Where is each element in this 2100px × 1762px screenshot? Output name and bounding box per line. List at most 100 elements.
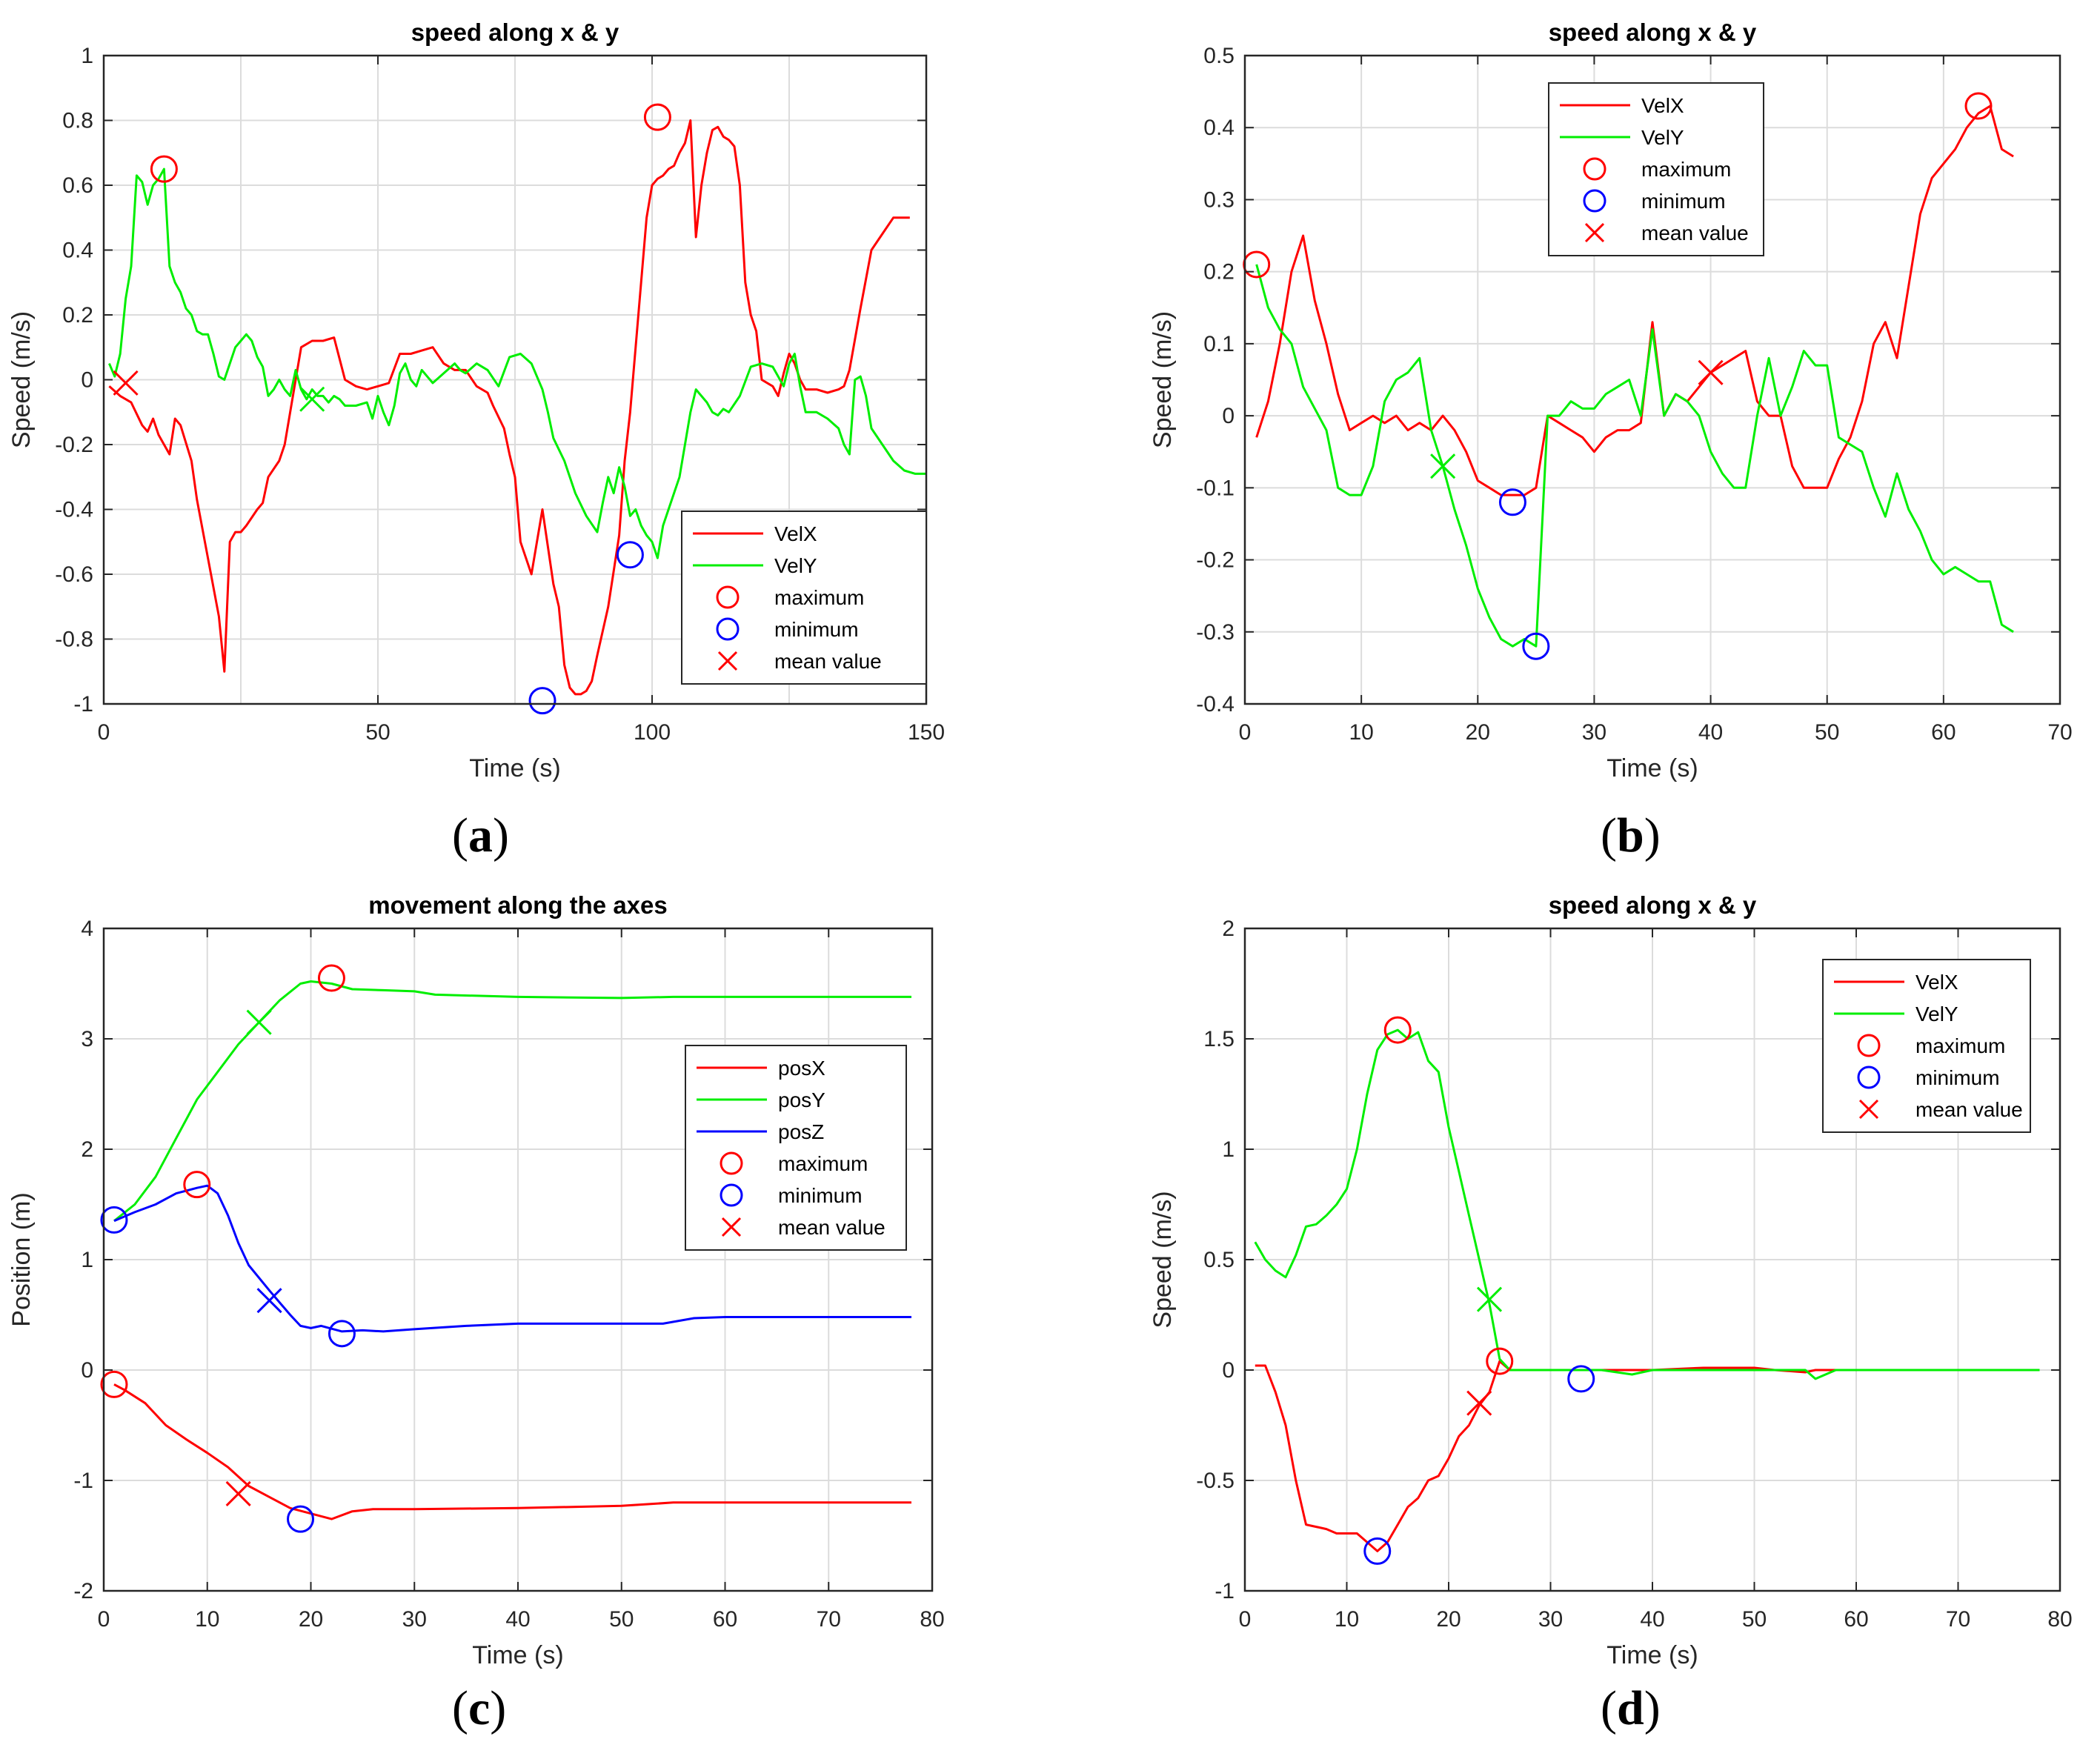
x-tick-label: 60 — [713, 1607, 737, 1632]
series-line-posy — [113, 980, 911, 1222]
legend-label: VelX — [774, 522, 817, 545]
y-axis-label: Speed (m/s) — [7, 311, 36, 448]
panel-label-b: (b) — [1601, 808, 1661, 862]
x-tick-label: 70 — [2047, 720, 2072, 745]
axes-box — [1243, 54, 2061, 705]
legend-label: VelY — [774, 554, 817, 577]
y-tick-label: 0.4 — [62, 239, 93, 263]
y-tick-label: -1 — [73, 1469, 93, 1493]
chart-a: 0 50 100 150 -1 -0.8 -0.6 -0.4 -0.2 0 0.2 0.4 0.6 0.8… — [7, 19, 945, 782]
x-tick-label: 50 — [365, 720, 390, 745]
mean-value-marker-stroke2 — [299, 386, 325, 412]
legend-mean-symbol-stroke2 — [1858, 1099, 1879, 1120]
minimum-marker — [1498, 488, 1526, 516]
x-tick-label: 20 — [1466, 720, 1490, 745]
x-tick-label: 80 — [920, 1607, 944, 1632]
chart-title: speed along x & y — [1549, 891, 1757, 919]
y-tick-label: 0.3 — [1203, 187, 1235, 212]
x-tick-label: 0 — [1239, 720, 1252, 745]
y-tick-label: -0.4 — [55, 498, 93, 522]
minimum-marker — [528, 687, 556, 715]
y-axis-label: Position (m) — [7, 1192, 36, 1326]
chart-c: 0 10 20 30 40 50 60 70 80 -2 -1 0 1 2 3 4 movement along… — [7, 891, 945, 1669]
y-tick-label: 3 — [81, 1027, 93, 1051]
series-line-vely — [1255, 264, 2014, 648]
legend-mean-symbol-stroke2 — [1584, 222, 1605, 243]
x-tick-label: 60 — [1931, 720, 1956, 745]
y-tick-label: 0 — [81, 1358, 93, 1383]
y-tick-label: 0.8 — [62, 109, 93, 133]
legend-maximum-symbol — [716, 585, 740, 609]
x-tick-label: 30 — [402, 1607, 427, 1632]
x-tick-label: 20 — [299, 1607, 323, 1632]
mean-value-marker-stroke2 — [1430, 453, 1456, 479]
y-tick-label: -0.5 — [1196, 1469, 1235, 1493]
legend-label: posX — [778, 1057, 825, 1080]
y-tick-label: -0.3 — [1196, 620, 1235, 645]
y-tick-label: 4 — [81, 917, 93, 941]
maximum-marker — [1383, 1016, 1412, 1044]
legend-label: minimum — [778, 1184, 863, 1207]
x-tick-label: 50 — [1742, 1607, 1767, 1632]
y-tick-label: -0.6 — [55, 562, 93, 587]
legend-minimum-symbol — [720, 1183, 743, 1207]
x-axis-label: Time (s) — [1606, 1641, 1698, 1669]
x-tick-label: 60 — [1844, 1607, 1868, 1632]
chart-title: speed along x & y — [411, 19, 619, 46]
mean-value-marker-stroke2 — [256, 1288, 282, 1314]
y-tick-label: -2 — [73, 1579, 93, 1603]
y-tick-label: -0.8 — [55, 628, 93, 652]
x-tick-label: 0 — [1239, 1607, 1252, 1632]
legend-label: maximum — [778, 1152, 868, 1175]
minimum-marker — [1522, 632, 1550, 660]
minimum-marker — [287, 1505, 315, 1533]
y-tick-label: 0.2 — [62, 303, 93, 328]
mean-value-marker-stroke2 — [1466, 1390, 1492, 1416]
legend-label: maximum — [1641, 158, 1731, 181]
chart-title: movement along the axes — [368, 891, 667, 919]
legend-mean-symbol-stroke2 — [717, 651, 738, 671]
y-tick-label: 1.5 — [1203, 1027, 1235, 1051]
legend-label: VelX — [1641, 94, 1684, 117]
x-tick-label: 30 — [1582, 720, 1606, 745]
series-line-vely — [108, 167, 926, 559]
legend-maximum-symbol — [720, 1151, 743, 1175]
series-line-velx — [1255, 104, 2014, 496]
x-tick-label: 10 — [1349, 720, 1373, 745]
y-axis-label: Speed (m/s) — [1149, 311, 1177, 448]
chart-d: 0 10 20 30 40 50 60 70 80 -1 -0.5 0 0.5 1 1.5 2 speed al… — [1149, 891, 2073, 1669]
y-tick-label: 0.5 — [1203, 1248, 1235, 1272]
maximum-marker — [1964, 92, 1993, 120]
maximum-marker — [183, 1171, 211, 1199]
legend-label: posZ — [778, 1120, 824, 1143]
y-axis-label: Speed (m/s) — [1149, 1191, 1177, 1328]
y-tick-label: 0.1 — [1203, 332, 1235, 356]
legend-label: mean value — [774, 650, 882, 673]
mean-value-marker-stroke2 — [1476, 1286, 1503, 1312]
legend-label: mean value — [1915, 1098, 2023, 1121]
x-axis-label: Time (s) — [1606, 754, 1698, 782]
minimum-marker — [328, 1320, 356, 1348]
x-tick-label: 50 — [609, 1607, 634, 1632]
legend-label: VelY — [1915, 1003, 1958, 1025]
legend-label: VelX — [1915, 971, 1958, 994]
panel-label-c: (c) — [452, 1681, 507, 1735]
x-tick-label: 150 — [908, 720, 945, 745]
x-tick-label: 70 — [1946, 1607, 1970, 1632]
x-tick-label: 0 — [98, 1607, 110, 1632]
x-tick-label: 20 — [1436, 1607, 1461, 1632]
panel-label-a: (a) — [452, 808, 509, 862]
y-tick-label: 2 — [1222, 917, 1235, 941]
x-tick-label: 100 — [634, 720, 671, 745]
y-tick-label: 1 — [81, 44, 93, 68]
legend-label: VelY — [1641, 126, 1684, 149]
y-tick-label: 0.4 — [1203, 116, 1235, 140]
mean-value-marker-stroke2 — [225, 1480, 251, 1506]
y-tick-label: 0.6 — [62, 173, 93, 198]
y-tick-label: -0.4 — [1196, 692, 1235, 717]
mean-value-marker-stroke2 — [113, 370, 139, 396]
x-tick-label: 70 — [817, 1607, 841, 1632]
y-tick-label: 0.2 — [1203, 260, 1235, 285]
x-tick-label: 50 — [1815, 720, 1839, 745]
y-tick-label: -0.1 — [1196, 476, 1235, 500]
